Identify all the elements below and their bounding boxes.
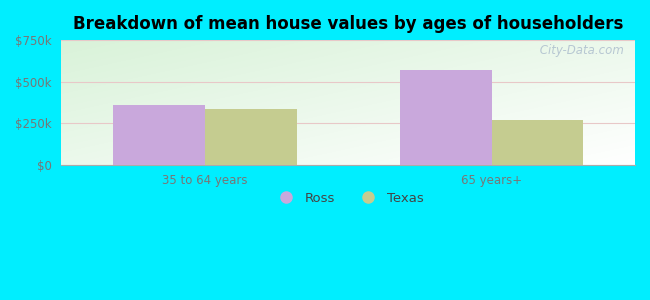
- Legend: Ross, Texas: Ross, Texas: [268, 187, 428, 210]
- Title: Breakdown of mean house values by ages of householders: Breakdown of mean house values by ages o…: [73, 15, 623, 33]
- Bar: [400, 70, 491, 165]
- Bar: [491, 120, 583, 165]
- Bar: [205, 109, 296, 165]
- Text: City-Data.com: City-Data.com: [536, 44, 623, 57]
- Bar: [113, 105, 205, 165]
